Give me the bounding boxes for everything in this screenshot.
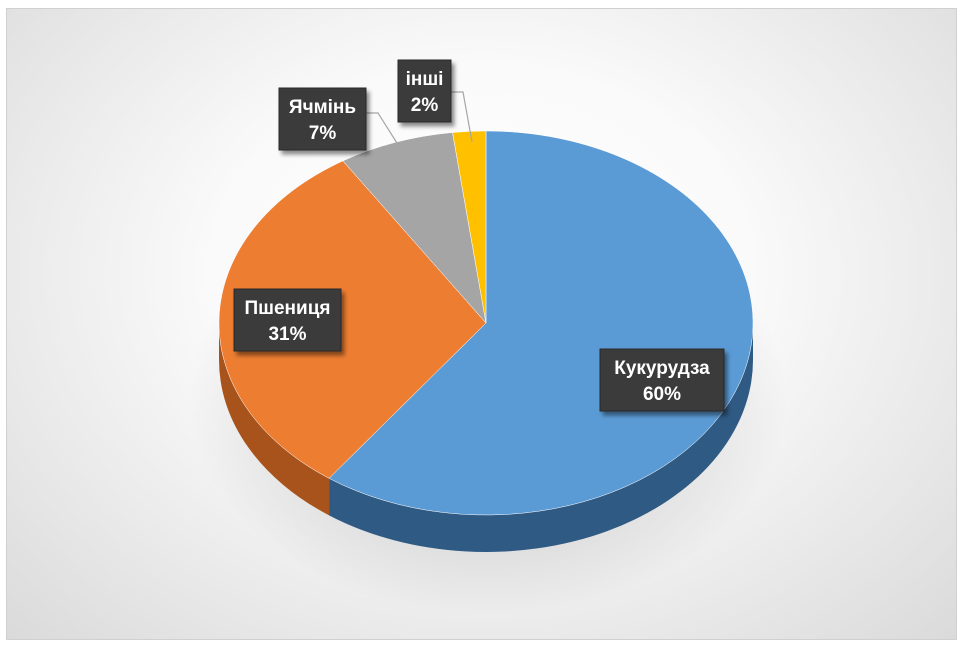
data-label-percent: 31%	[268, 324, 306, 345]
data-label-box	[397, 59, 452, 123]
leader-line-інші	[451, 91, 473, 143]
data-label-box	[278, 87, 367, 151]
data-label-percent: 2%	[411, 95, 439, 116]
data-label-category: інші	[406, 69, 444, 90]
data-label-кукурудза: Кукурудза 60%	[599, 348, 725, 412]
pie-top-faces	[218, 130, 754, 516]
data-label-percent: 60%	[643, 384, 681, 405]
leader-lines	[366, 91, 473, 152]
leader-line-ячмінь	[366, 112, 403, 152]
data-label-percent: 7%	[309, 123, 337, 144]
data-label-box	[599, 348, 725, 412]
data-label-category: Ячмінь	[289, 97, 356, 118]
pie-slice-пшениця	[218, 160, 487, 479]
slice-side-кукурудза	[329, 323, 753, 552]
pie-slice-кукурудза	[328, 130, 754, 516]
data-label-category: Пшениця	[245, 298, 331, 319]
data-label-інші: інші 2%	[397, 59, 452, 123]
pie-side-walls	[219, 323, 753, 552]
data-label-ячмінь: Ячмінь 7%	[278, 87, 367, 151]
data-label-category: Кукурудза	[614, 358, 710, 379]
slice-side-пшениця	[219, 323, 330, 516]
data-label-пшениця: Пшениця 31%	[233, 288, 342, 352]
pie-slice-інші	[452, 130, 487, 324]
data-labels: Кукурудза 60% Пшениця 31% Ячмінь 7% інші 2%	[233, 59, 725, 412]
pie-slice-ячмінь	[342, 132, 487, 324]
data-label-box	[233, 288, 342, 352]
